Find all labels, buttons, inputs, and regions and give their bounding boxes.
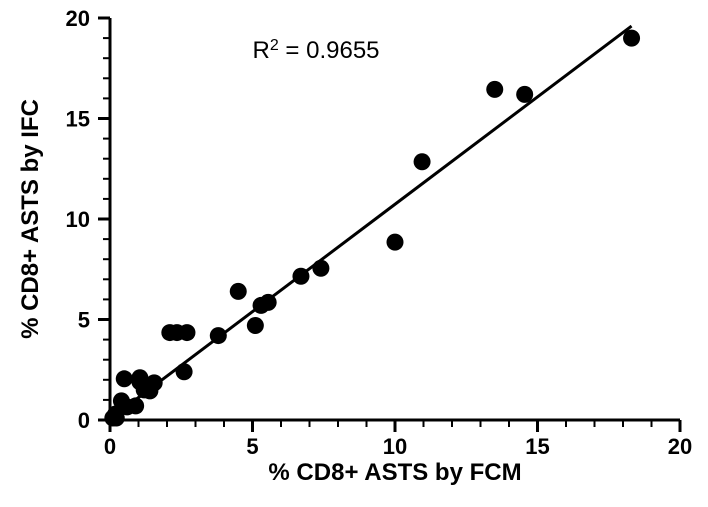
data-point (146, 374, 163, 391)
data-point (127, 397, 144, 414)
data-point (116, 370, 133, 387)
data-point (178, 324, 195, 341)
y-tick-label: 0 (78, 408, 90, 433)
x-tick-label: 15 (525, 434, 549, 459)
data-point (176, 363, 193, 380)
y-tick-label: 20 (66, 6, 90, 31)
data-point (516, 86, 533, 103)
data-point (623, 30, 640, 47)
x-axis-label: % CD8+ ASTS by FCM (268, 459, 521, 486)
data-point (260, 294, 277, 311)
y-tick-label: 10 (66, 207, 90, 232)
r-squared-annotation: R2 = 0.9655 (253, 37, 380, 64)
y-tick-label: 5 (78, 308, 90, 333)
scatter-chart: 0 5 10 15 20 0 5 10 15 20 % CD8+ ASTS by FCM % CD8+… (0, 0, 708, 507)
chart-svg: 0 5 10 15 20 0 5 10 15 20 % CD8+ ASTS by FCM % CD8+… (0, 0, 708, 507)
data-point (486, 81, 503, 98)
x-tick-label: 10 (383, 434, 407, 459)
y-axis-label: % CD8+ ASTS by IFC (17, 99, 44, 339)
regression-line (110, 26, 632, 419)
data-point (292, 268, 309, 285)
data-point (247, 317, 264, 334)
x-tick-label: 20 (668, 434, 692, 459)
data-point (210, 327, 227, 344)
y-tick-label: 15 (66, 107, 90, 132)
data-point (230, 283, 247, 300)
x-tick-label: 5 (246, 434, 258, 459)
x-tick-label: 0 (104, 434, 116, 459)
data-point (414, 153, 431, 170)
data-point (312, 260, 329, 277)
data-point (387, 234, 404, 251)
